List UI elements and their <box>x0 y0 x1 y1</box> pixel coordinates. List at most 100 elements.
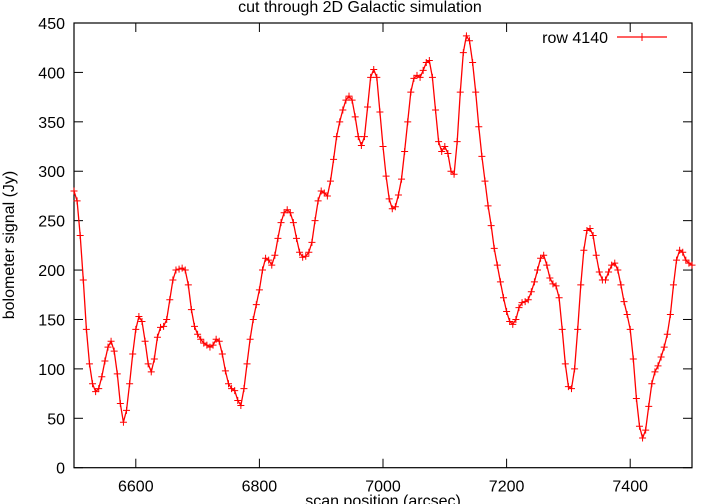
data-point <box>302 252 310 260</box>
data-point <box>252 301 260 309</box>
data-point <box>620 298 628 306</box>
data-point <box>376 108 384 116</box>
data-point <box>401 147 409 155</box>
data-point <box>543 261 551 269</box>
data-point <box>472 88 480 96</box>
data-point <box>484 202 492 210</box>
y-tick-label: 150 <box>38 312 65 329</box>
data-point <box>540 251 548 259</box>
x-tick-label: 7000 <box>365 479 401 496</box>
data-point <box>370 65 378 73</box>
data-point <box>663 330 671 338</box>
y-tick-label: 50 <box>47 411 65 428</box>
data-point <box>215 337 223 345</box>
data-point <box>95 385 103 393</box>
data-point <box>209 341 217 349</box>
data-point <box>496 278 504 286</box>
data-point <box>567 385 575 393</box>
data-point <box>194 330 202 338</box>
data-point <box>419 66 427 74</box>
y-axis-label: bolometer signal (Jy) <box>1 171 18 320</box>
data-point <box>141 337 149 345</box>
x-tick-label: 6800 <box>242 479 278 496</box>
data-point <box>657 353 665 361</box>
data-point <box>271 251 279 259</box>
data-point <box>255 286 263 294</box>
data-point <box>135 313 143 321</box>
legend-marker <box>638 33 646 41</box>
data-point <box>246 335 254 343</box>
y-tick-label: 350 <box>38 115 65 132</box>
data-point <box>364 103 372 111</box>
data-point <box>367 73 375 81</box>
data-point <box>639 434 647 442</box>
data-point <box>160 322 168 330</box>
data-point <box>175 265 183 273</box>
legend-label: row 4140 <box>542 30 608 47</box>
data-point <box>506 317 514 325</box>
data-point <box>450 170 458 178</box>
y-tick-label: 300 <box>38 164 65 181</box>
data-point <box>360 133 368 141</box>
data-point <box>283 206 291 214</box>
data-point <box>221 367 229 375</box>
data-point <box>320 189 328 197</box>
data-point <box>645 402 653 410</box>
data-point <box>444 149 452 157</box>
data-point <box>673 256 681 264</box>
data-point <box>132 325 140 333</box>
data-point <box>85 360 93 368</box>
data-point <box>605 268 613 276</box>
data-point <box>147 368 155 376</box>
data-point <box>274 234 282 242</box>
data-point <box>296 248 304 256</box>
legend: row 4140 <box>542 30 667 47</box>
data-point <box>153 333 161 341</box>
data-point <box>688 261 696 269</box>
data-point <box>225 380 232 388</box>
data-point <box>648 380 656 388</box>
data-point <box>342 96 350 104</box>
data-point <box>231 387 239 395</box>
data-point <box>626 325 634 333</box>
data-point <box>119 418 127 426</box>
data-point <box>280 209 288 217</box>
data-point <box>323 192 331 200</box>
y-tick-label: 450 <box>38 16 65 33</box>
data-point <box>277 219 285 227</box>
data-point <box>110 347 118 355</box>
data-point <box>527 288 535 296</box>
data-point <box>629 355 637 363</box>
data-point <box>268 261 276 269</box>
data-point <box>98 373 106 381</box>
data-point <box>589 231 597 239</box>
data-point <box>407 88 415 96</box>
data-point <box>537 254 545 262</box>
data-point <box>490 244 498 252</box>
data-point <box>487 222 495 230</box>
data-point <box>447 167 455 175</box>
data-point <box>305 248 313 256</box>
data-point <box>382 172 390 180</box>
data-point <box>181 266 189 274</box>
data-point <box>265 256 273 264</box>
data-point <box>385 195 393 203</box>
data-point <box>191 322 199 330</box>
data-point <box>493 261 501 269</box>
data-point <box>595 268 603 276</box>
data-point <box>534 266 541 274</box>
data-point <box>107 337 115 345</box>
data-point <box>394 191 402 199</box>
data-point <box>682 256 690 264</box>
data-point <box>679 248 687 256</box>
data-point <box>82 325 90 333</box>
data-point <box>336 118 344 126</box>
data-point <box>666 311 674 319</box>
data-point <box>515 304 523 312</box>
data-point <box>456 88 464 96</box>
data-point <box>462 32 470 40</box>
data-point <box>326 177 334 185</box>
data-point <box>258 266 266 274</box>
data-point <box>379 143 387 151</box>
data-point <box>577 281 585 289</box>
